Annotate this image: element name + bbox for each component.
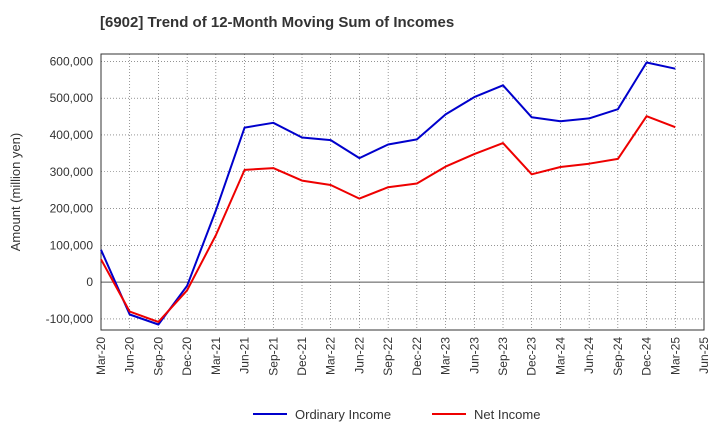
chart-title: [6902] Trend of 12-Month Moving Sum of I… [100, 14, 455, 31]
x-tick-labels: Mar-20 Jun-20 Sep-20 Dec-20 Mar-21 Jun-21 Sep-… [94, 337, 711, 376]
x-tick-label: Mar-25 [668, 337, 682, 375]
legend-label-net-income: Net Income [474, 407, 540, 422]
x-tick-label: Jun-22 [352, 337, 366, 374]
x-tick-label: Mar-24 [553, 337, 567, 375]
ordinary-income-line [100, 61, 676, 326]
y-tick-labels: -100,000 0 100,000 200,000 300,000 400,000 500… [46, 54, 94, 326]
legend-label-ordinary-income: Ordinary Income [295, 407, 391, 422]
x-tick-label: Sep-21 [266, 337, 280, 376]
x-tick-label: Dec-20 [180, 337, 194, 376]
y-tick-label: 200,000 [50, 202, 94, 216]
x-tick-label: Jun-24 [582, 337, 596, 374]
legend: Ordinary Income Net Income [253, 407, 540, 422]
plot-frame [100, 53, 705, 331]
x-tick-label: Mar-22 [324, 337, 338, 375]
x-tick-label: Jun-20 [123, 337, 137, 374]
y-tick-label: 600,000 [50, 54, 94, 68]
y-tick-label: 300,000 [50, 165, 94, 179]
grid-lines [101, 54, 704, 330]
x-tick-label: Dec-23 [525, 337, 539, 376]
y-tick-label: 0 [86, 275, 93, 289]
x-tick-label: Mar-21 [209, 337, 223, 375]
x-tick-label: Dec-22 [410, 337, 424, 376]
x-tick-label: Dec-21 [295, 337, 309, 376]
x-tick-label: Sep-24 [611, 337, 625, 376]
y-tick-label: -100,000 [46, 312, 94, 326]
x-tick-label: Sep-20 [151, 337, 165, 376]
x-tick-label: Jun-23 [467, 337, 481, 374]
y-tick-label: 500,000 [50, 91, 94, 105]
x-tick-label: Jun-25 [697, 337, 711, 374]
x-tick-label: Mar-20 [94, 337, 108, 375]
x-tick-label: Mar-23 [439, 337, 453, 375]
x-tick-label: Sep-23 [496, 337, 510, 376]
net-income-line [100, 115, 676, 323]
series-lines [100, 61, 676, 326]
y-tick-label: 400,000 [50, 128, 94, 142]
x-tick-label: Dec-24 [640, 337, 654, 376]
y-axis-title: Amount (million yen) [8, 133, 23, 252]
x-tick-label: Jun-21 [238, 337, 252, 374]
y-tick-label: 100,000 [50, 238, 94, 252]
x-tick-label: Sep-22 [381, 337, 395, 376]
